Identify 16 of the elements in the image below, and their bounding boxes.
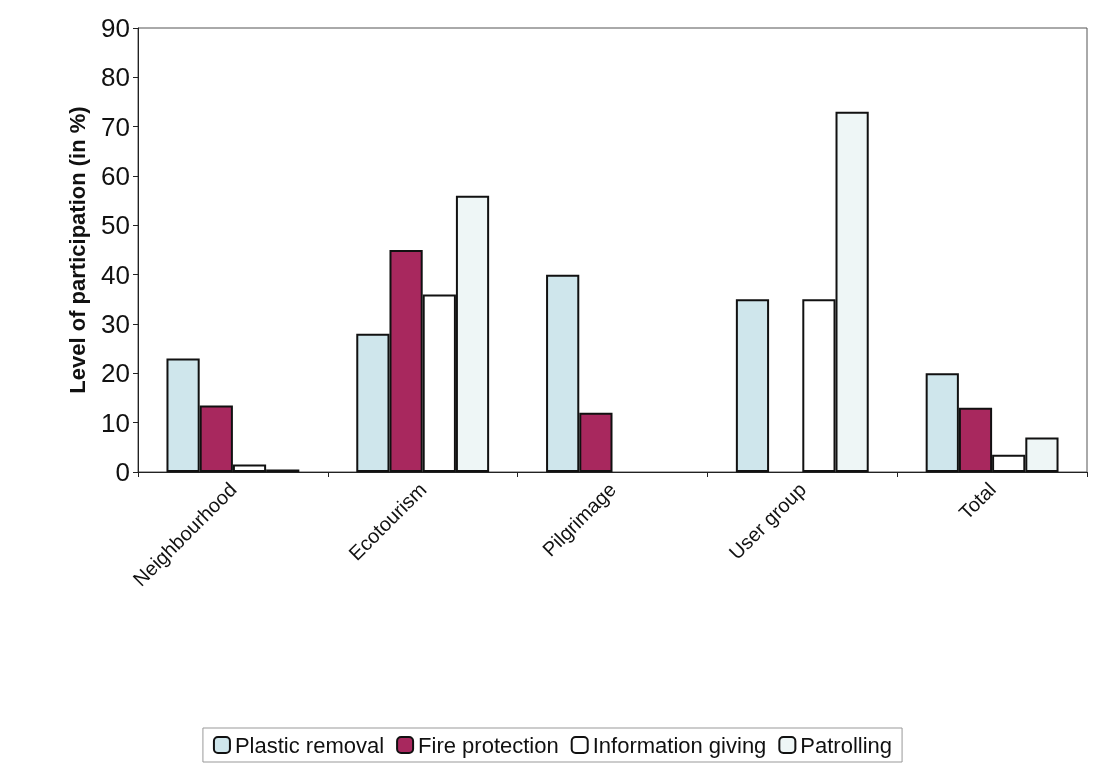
y-tick-label: 50 — [101, 210, 130, 241]
legend-label: Information giving — [592, 732, 767, 758]
legend-label: Plastic removal — [234, 732, 385, 758]
y-axis-title: Level of participation (in %) — [64, 106, 90, 394]
y-tick-label: 30 — [101, 309, 130, 339]
legend-label: Patrolling — [800, 732, 893, 758]
y-tick-label: 0 — [115, 457, 130, 487]
y-tick-label: 80 — [101, 62, 130, 93]
y-tick-label: 60 — [101, 161, 130, 191]
y-tick-label: 10 — [101, 407, 130, 438]
bar — [735, 299, 770, 472]
y-tick-label: 40 — [101, 259, 130, 290]
legend-label: Fire protection — [418, 732, 559, 758]
y-tick-label: 90 — [101, 13, 130, 43]
y-tick-label: 20 — [101, 358, 130, 389]
y-tick-label: 70 — [101, 111, 130, 142]
